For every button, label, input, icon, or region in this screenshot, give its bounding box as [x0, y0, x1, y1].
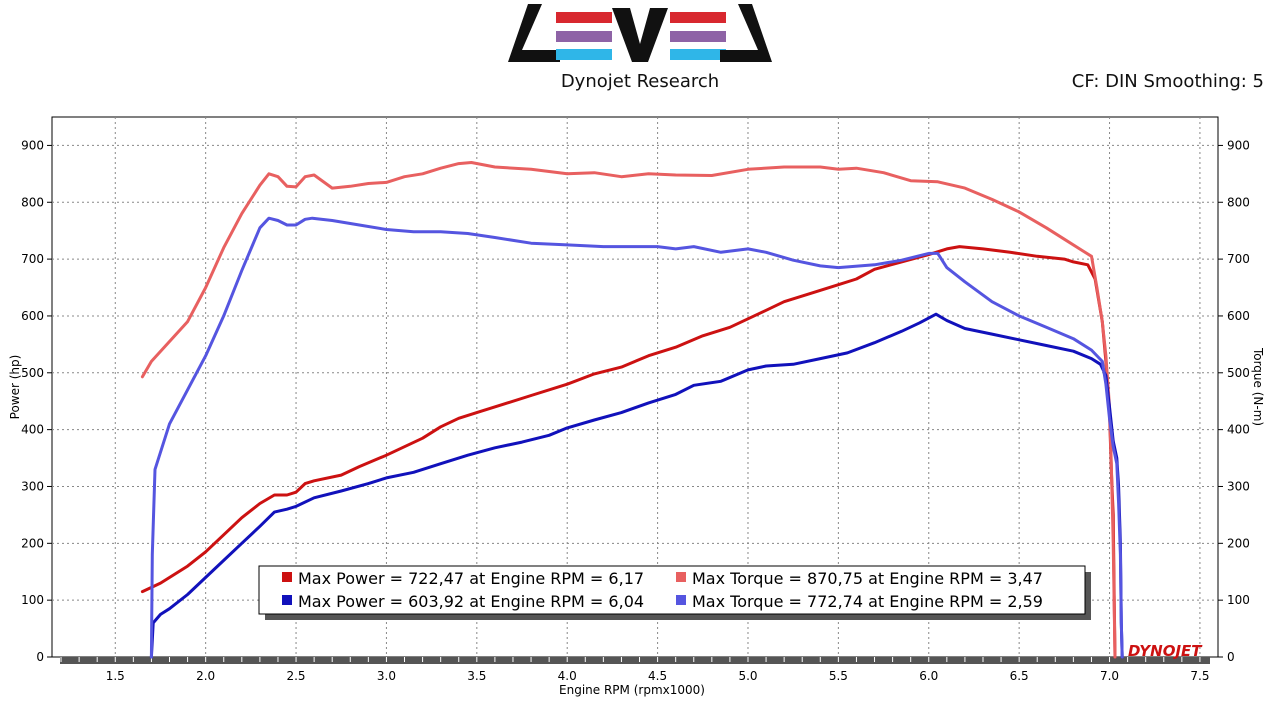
series-line-torque-run2	[149, 216, 1124, 659]
header: Dynojet Research CF: DIN Smoothing: 5	[0, 0, 1280, 110]
logo-bar-blue	[556, 49, 612, 60]
x-tick-label: 6.0	[919, 669, 938, 683]
x-tick-label: 3.0	[377, 669, 396, 683]
y-left-tick-label: 500	[21, 366, 44, 380]
x-tick-label: 6.5	[1010, 669, 1029, 683]
y-left-tick-label: 300	[21, 479, 44, 493]
x-tick-label: 5.5	[829, 669, 848, 683]
legend-swatch-torque-run1	[676, 572, 686, 582]
x-tick-label: 1.5	[106, 669, 125, 683]
series-layer	[140, 161, 1124, 659]
y-right-tick-label: 600	[1227, 309, 1250, 323]
y-left-tick-label: 400	[21, 423, 44, 437]
x-tick-label: 2.5	[286, 669, 305, 683]
legend-swatch-power-run1	[282, 572, 292, 582]
logo-bar-red-2	[670, 12, 726, 23]
y-left-tick-label: 0	[36, 650, 44, 664]
y-left-tick-label: 600	[21, 309, 44, 323]
logo-bar-red	[556, 12, 612, 23]
legend-label-power-run1: Max Power = 722,47 at Engine RPM = 6,17	[298, 569, 644, 588]
legend-label-torque-run1: Max Torque = 870,75 at Engine RPM = 3,47	[692, 569, 1043, 588]
x-tick-label: 2.0	[196, 669, 215, 683]
x-tick-label: 3.5	[467, 669, 486, 683]
logo-letter-l-mirror	[720, 4, 772, 62]
y-right-tick-label: 200	[1227, 536, 1250, 550]
x-tick-label: 4.0	[558, 669, 577, 683]
legend-swatch-power-run2	[282, 595, 292, 605]
x-tick-label: 4.5	[648, 669, 667, 683]
y-right-tick-label: 0	[1227, 650, 1235, 664]
series-line-power-run2	[149, 312, 1124, 659]
y-left-tick-label: 900	[21, 138, 44, 152]
brand-name: Dynojet Research	[560, 71, 720, 92]
y-left-tick-label: 700	[21, 252, 44, 266]
logo-bar-blue-2	[670, 49, 726, 60]
y-axis-label-right: Torque (N-m)	[1251, 347, 1265, 426]
legend: Max Power = 722,47 at Engine RPM = 6,17 …	[258, 565, 1091, 620]
x-tick-label: 7.5	[1190, 669, 1209, 683]
y-right-tick-label: 800	[1227, 195, 1250, 209]
tick-layer: 1.5 2.0 2.5 3.0 3.5 4.0 4.5 5.0 5.5 6.0 6.5 7.0 7.5 0…	[21, 138, 1250, 683]
y-left-tick-label: 100	[21, 593, 44, 607]
series-line-power-run1	[140, 245, 1117, 659]
series-line-torque-run1	[140, 161, 1117, 659]
y-right-tick-label: 900	[1227, 138, 1250, 152]
legend-swatch-torque-run2	[676, 595, 686, 605]
y-right-tick-label: 300	[1227, 479, 1250, 493]
x-axis-label: Engine RPM (rpmx1000)	[559, 683, 705, 697]
x-tick-label: 5.0	[738, 669, 757, 683]
y-axis-label-left: Power (hp)	[8, 355, 22, 420]
correction-factor-info: CF: DIN Smoothing: 5	[1071, 71, 1264, 92]
y-right-tick-label: 400	[1227, 423, 1250, 437]
x-axis-ruler	[60, 657, 1210, 664]
y-right-tick-label: 100	[1227, 593, 1250, 607]
y-left-tick-label: 800	[21, 195, 44, 209]
y-right-tick-label: 500	[1227, 366, 1250, 380]
logo-bar-purple-2	[670, 31, 726, 42]
y-right-tick-label: 700	[1227, 252, 1250, 266]
legend-label-torque-run2: Max Torque = 772,74 at Engine RPM = 2,59	[692, 592, 1043, 611]
brand-logo	[508, 4, 772, 62]
logo-bar-purple	[556, 31, 612, 42]
x-tick-label: 7.0	[1100, 669, 1119, 683]
y-left-tick-label: 200	[21, 536, 44, 550]
logo-letter-l	[508, 4, 560, 62]
legend-box	[258, 565, 1086, 615]
legend-label-power-run2: Max Power = 603,92 at Engine RPM = 6,04	[298, 592, 644, 611]
dynojet-watermark: DYNOJET	[1128, 642, 1203, 660]
logo-letter-v	[612, 8, 668, 62]
